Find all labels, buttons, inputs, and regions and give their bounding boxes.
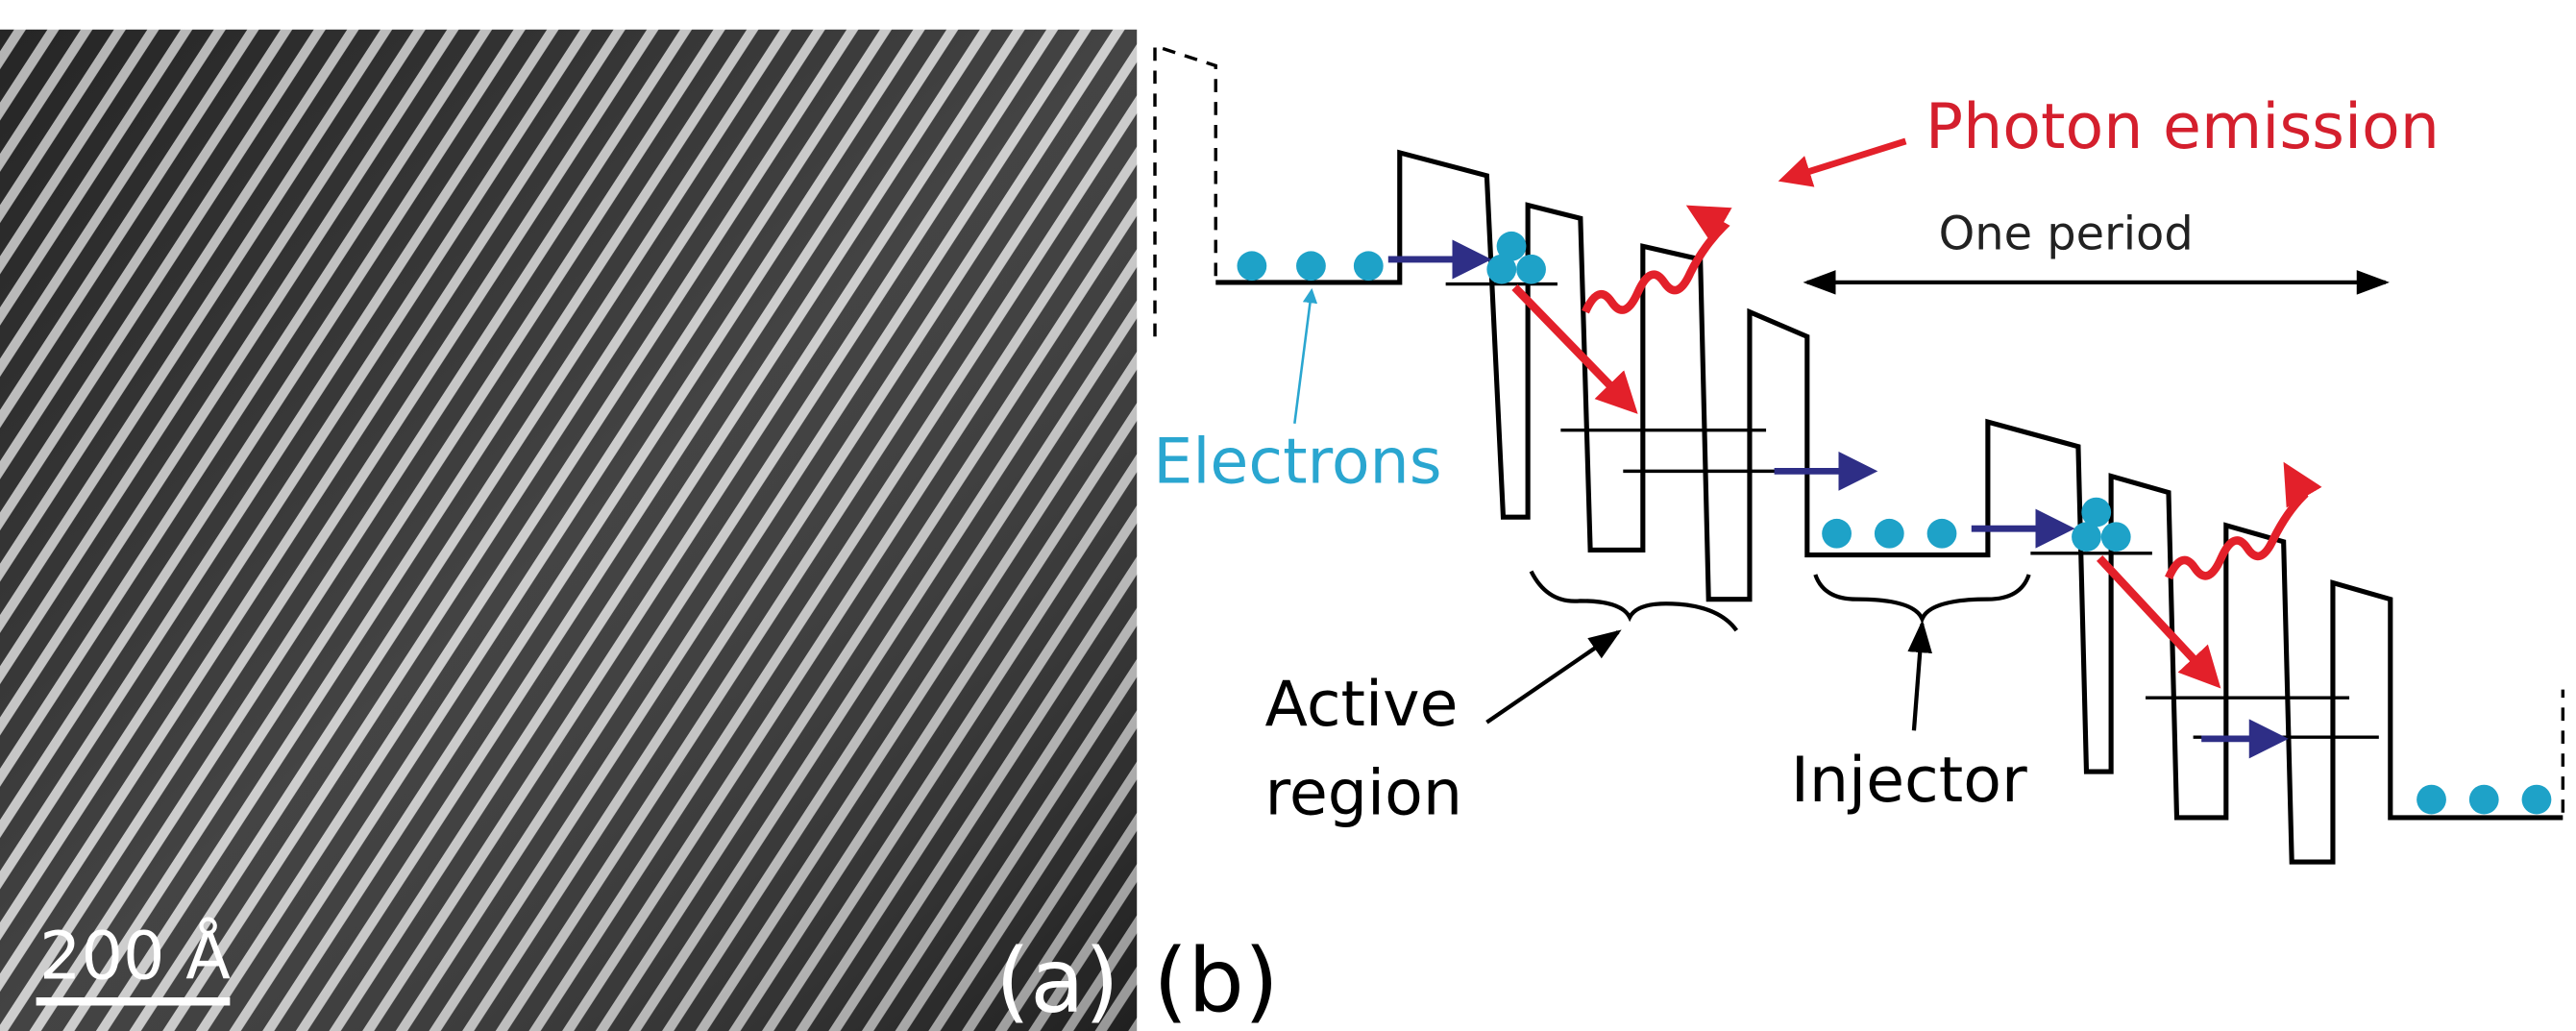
- page: 200 Å (a) (b): [0, 0, 2576, 1031]
- tem-shading: [0, 30, 1137, 1031]
- panel-a: 200 Å (a): [0, 30, 1137, 1031]
- active-region-label: region: [1265, 757, 1462, 829]
- one-period-label: One period: [1939, 209, 2194, 261]
- photon-emission-label: Photon emission: [1926, 91, 2440, 163]
- electrons-label: Electrons: [1153, 426, 1441, 498]
- figure: 200 Å (a) (b): [0, 0, 2576, 1031]
- scale-bar-label: 200 Å: [39, 917, 231, 994]
- panel-label: (a): [995, 929, 1119, 1031]
- panel-b: (b): [1153, 46, 2563, 1031]
- active-pointer: [1486, 632, 1618, 723]
- injector-pointer: [1914, 624, 1923, 730]
- active-region-label: Active: [1265, 669, 1459, 741]
- boundary-dashed: [1155, 46, 1215, 336]
- tunneling-arrows: [1388, 259, 2275, 739]
- injector-label: Injector: [1791, 745, 2027, 817]
- injector-brace: [1815, 575, 2028, 619]
- panel-label: (b): [1153, 929, 1279, 1031]
- electrons-pointer: [1294, 296, 1311, 424]
